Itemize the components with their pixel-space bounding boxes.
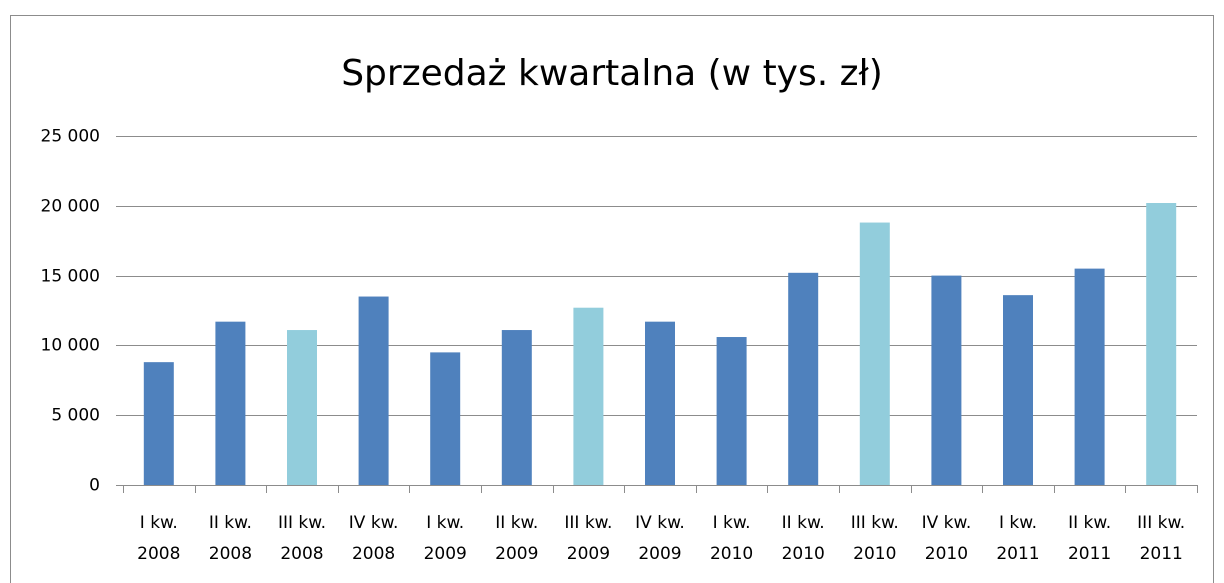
x-tick-label: III kw.: [1137, 513, 1185, 533]
y-tick-label: 10 000: [41, 336, 100, 356]
bar: [859, 222, 890, 485]
x-tick-label: I kw.: [140, 513, 178, 533]
x-tick-label: I kw.: [426, 513, 464, 533]
y-tick-label: 5 000: [51, 406, 100, 426]
x-tick-label: 2009: [638, 544, 681, 564]
x-tick-label: IV kw.: [635, 513, 685, 533]
x-tick-label: 2009: [567, 544, 610, 564]
bar: [931, 275, 962, 485]
x-tick-label: 2008: [137, 544, 180, 564]
x-tick-label: II kw.: [209, 513, 252, 533]
x-tick-label: 2010: [925, 544, 968, 564]
chart-title: Sprzedaż kwartalna (w tys. zł): [341, 53, 883, 94]
x-tick-label: III kw.: [564, 513, 612, 533]
x-tick-label: 2008: [209, 544, 252, 564]
bar: [1146, 203, 1177, 485]
bar: [358, 296, 389, 485]
y-tick-label: 15 000: [41, 267, 100, 287]
bar: [645, 321, 675, 485]
x-tick-label: I kw.: [713, 513, 751, 533]
x-tick-label: 2008: [280, 544, 323, 564]
x-tick-label: II kw.: [1068, 513, 1111, 533]
x-tick-label: 2010: [710, 544, 753, 564]
x-tick-label: 2009: [424, 544, 467, 564]
bar: [430, 352, 461, 485]
x-tick-label: II kw.: [782, 513, 825, 533]
bar: [287, 330, 317, 485]
x-tick-label: 2011: [996, 544, 1039, 564]
x-tick-label: 2011: [1068, 544, 1111, 564]
x-tick-label: III kw.: [278, 513, 326, 533]
x-tick-label: IV kw.: [349, 513, 399, 533]
bar: [788, 272, 819, 485]
x-tick-label: I kw.: [999, 513, 1037, 533]
x-tick-label: 2010: [782, 544, 825, 564]
chart-frame: [10, 15, 1214, 583]
y-tick-label: 0: [89, 476, 100, 496]
bar: [716, 337, 747, 485]
bar: [215, 321, 246, 485]
bar: [1003, 295, 1033, 485]
x-tick-label: II kw.: [495, 513, 538, 533]
y-tick-label: 25 000: [41, 127, 100, 147]
x-tick-label: 2011: [1140, 544, 1183, 564]
x-tick-label: III kw.: [851, 513, 899, 533]
x-tick-label: IV kw.: [922, 513, 972, 533]
x-tick-label: 2009: [495, 544, 538, 564]
x-tick-label: 2010: [853, 544, 896, 564]
y-tick-label: 20 000: [41, 197, 100, 217]
bar: [573, 307, 604, 485]
x-tick-label: 2008: [352, 544, 395, 564]
bar: [501, 330, 532, 485]
bar: [1074, 268, 1105, 485]
bar: [143, 362, 174, 485]
